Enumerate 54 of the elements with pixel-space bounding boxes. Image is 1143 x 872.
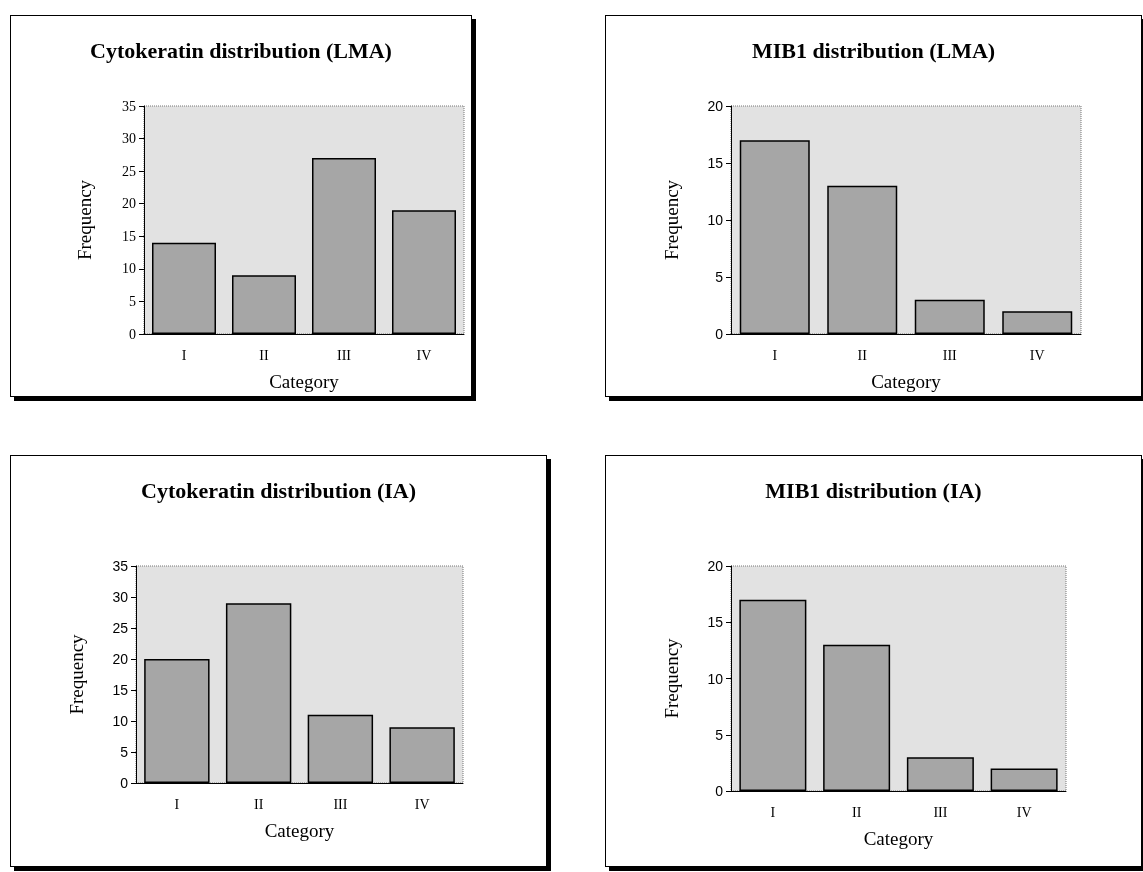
y-tick-label: 25	[112, 620, 129, 636]
x-tick-label: II	[259, 347, 269, 363]
y-tick-label: 20	[122, 196, 136, 212]
y-tick-label: 15	[707, 155, 724, 171]
y-tick-label: 5	[715, 726, 724, 743]
y-tick-label: 30	[122, 131, 136, 147]
x-tick-label: IV	[1016, 804, 1032, 820]
y-tick-label: 35	[112, 558, 129, 574]
y-tick-label: 35	[122, 98, 136, 114]
y-tick-label: 30	[112, 589, 129, 605]
x-tick-label: II	[253, 796, 264, 812]
y-tick-label: 0	[129, 326, 136, 342]
x-tick-label: IV	[1029, 347, 1045, 363]
x-tick-label: II	[851, 804, 862, 820]
y-tick-label: 20	[112, 651, 129, 667]
y-tick-label: 10	[707, 670, 724, 687]
x-axis-title: Category	[863, 828, 934, 849]
x-tick-label: III	[333, 796, 348, 812]
x-axis-title: Category	[264, 820, 335, 841]
chart-title: Cytokeratin distribution (IA)	[140, 477, 417, 503]
y-tick-label: 0	[120, 775, 129, 791]
y-tick-label: 5	[129, 293, 136, 309]
x-axis-title: Category	[871, 371, 942, 392]
x-tick-label: IV	[414, 796, 430, 812]
x-tick-label: III	[942, 347, 958, 363]
y-tick-label: 15	[112, 682, 129, 698]
chart-title: Cytokeratin distribution (LMA)	[90, 37, 392, 63]
y-tick-label: 10	[122, 261, 136, 277]
x-tick-label: II	[857, 347, 868, 363]
x-tick-label: I	[174, 796, 180, 812]
y-tick-label: 0	[715, 326, 724, 342]
y-tick-label: 20	[707, 558, 724, 574]
chart-title: MIB1 distribution (IA)	[765, 477, 982, 503]
y-axis-title: Frequency	[661, 637, 682, 719]
y-tick-label: 5	[715, 269, 724, 285]
y-tick-label: 10	[112, 713, 129, 729]
x-tick-label: IV	[416, 347, 432, 363]
y-tick-label: 20	[707, 98, 724, 114]
x-tick-label: III	[337, 347, 352, 363]
y-axis-title: Frequency	[661, 179, 682, 261]
x-tick-label: I	[181, 347, 187, 363]
x-tick-label: I	[772, 347, 778, 363]
y-tick-label: 0	[715, 783, 724, 799]
y-axis-title: Frequency	[74, 179, 95, 261]
x-tick-label: I	[770, 804, 776, 820]
x-axis-title: Category	[269, 371, 340, 392]
y-tick-label: 25	[122, 163, 136, 179]
y-tick-label: 10	[707, 212, 724, 228]
x-tick-label: III	[933, 804, 948, 820]
y-axis-title: Frequency	[66, 633, 87, 715]
y-tick-label: 15	[707, 614, 724, 631]
y-tick-label: 5	[120, 744, 129, 760]
y-tick-label: 15	[122, 228, 136, 244]
chart-title: MIB1 distribution (LMA)	[751, 37, 996, 63]
